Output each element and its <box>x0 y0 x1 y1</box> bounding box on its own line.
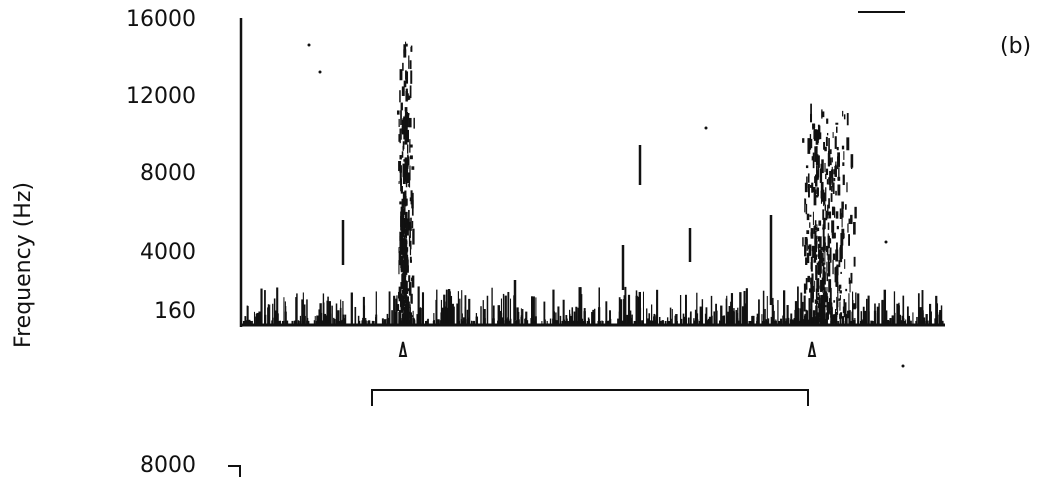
y-axis-label: Frequency (Hz) <box>11 182 36 348</box>
y-tick-label: 12000 <box>126 84 196 109</box>
noise <box>318 70 322 74</box>
marker <box>398 341 408 357</box>
marker <box>807 341 817 357</box>
lower-y-tick-label: 8000 <box>140 453 196 477</box>
lower-axis <box>228 465 241 477</box>
noise <box>884 240 888 244</box>
noise <box>307 43 311 47</box>
y-tick-label: 4000 <box>140 240 196 265</box>
noise <box>704 126 708 130</box>
bracket <box>371 389 809 406</box>
y-tick-label: 16000 <box>126 7 196 32</box>
y-tick-label: 160 <box>154 299 196 324</box>
y-tick-label: 8000 <box>140 161 196 186</box>
spectrogram <box>242 41 944 368</box>
noise <box>901 364 905 368</box>
panel-label: (b) <box>1000 34 1031 59</box>
